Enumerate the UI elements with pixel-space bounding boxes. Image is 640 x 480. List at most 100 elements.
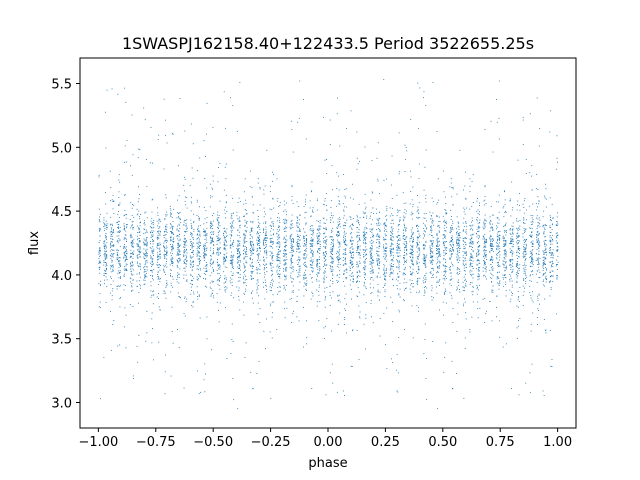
data-point	[166, 280, 168, 282]
data-point	[378, 245, 380, 247]
data-point	[131, 265, 132, 267]
data-point	[343, 235, 345, 237]
data-point	[390, 227, 392, 229]
data-point	[279, 229, 280, 231]
data-point	[125, 234, 127, 236]
data-point	[417, 224, 419, 226]
data-point	[296, 223, 298, 225]
data-point	[278, 273, 279, 275]
data-point	[249, 170, 251, 172]
data-point	[243, 246, 245, 247]
data-point	[356, 263, 358, 265]
data-point	[119, 231, 121, 233]
data-point	[337, 196, 339, 198]
data-point	[166, 252, 168, 254]
data-point	[458, 226, 460, 228]
data-point	[352, 183, 353, 185]
data-point	[233, 399, 235, 401]
data-point	[256, 269, 258, 271]
data-point	[170, 269, 172, 271]
data-point	[172, 226, 174, 228]
data-point	[418, 269, 420, 271]
data-point	[169, 231, 171, 232]
data-point	[117, 239, 119, 241]
data-point	[179, 228, 181, 229]
data-point	[410, 267, 411, 269]
data-point	[404, 209, 406, 211]
data-point	[184, 297, 185, 299]
data-point	[452, 322, 454, 323]
data-point	[385, 344, 386, 346]
data-point	[371, 277, 373, 278]
data-point	[383, 223, 385, 225]
data-point	[165, 274, 166, 275]
data-point	[405, 213, 407, 215]
data-point	[379, 262, 380, 264]
data-point	[399, 220, 400, 222]
data-point	[403, 239, 405, 240]
data-point	[339, 220, 340, 222]
data-point	[265, 348, 266, 350]
data-point	[232, 257, 234, 258]
data-point	[212, 292, 214, 294]
data-point	[265, 252, 267, 253]
data-point	[429, 247, 431, 249]
data-point	[265, 263, 267, 265]
data-point	[177, 235, 179, 236]
data-point	[332, 259, 334, 261]
data-point	[318, 320, 320, 322]
data-point	[253, 247, 255, 249]
data-point	[198, 294, 200, 296]
data-point	[118, 277, 120, 279]
data-point	[298, 243, 299, 244]
data-point	[323, 204, 325, 206]
data-point	[384, 289, 386, 291]
data-point	[364, 233, 366, 235]
data-point	[398, 264, 400, 266]
data-point	[403, 300, 405, 302]
data-point	[371, 265, 373, 267]
data-point	[319, 241, 321, 243]
data-point	[223, 228, 225, 229]
data-point	[185, 225, 187, 227]
data-point	[277, 293, 278, 295]
data-point	[209, 282, 211, 284]
data-point	[219, 288, 221, 290]
data-point	[111, 260, 113, 262]
data-point	[197, 230, 199, 232]
data-point	[386, 209, 388, 211]
data-point	[457, 243, 458, 245]
data-point	[265, 284, 266, 286]
data-point	[351, 366, 353, 367]
data-point	[136, 235, 138, 237]
data-point	[372, 272, 374, 274]
data-point	[337, 264, 339, 265]
data-point	[344, 285, 346, 287]
data-point	[231, 224, 233, 226]
data-point	[390, 232, 392, 233]
data-point	[177, 260, 178, 261]
data-point	[464, 247, 466, 249]
data-point	[130, 242, 132, 244]
data-point	[244, 282, 246, 283]
data-point	[377, 262, 379, 264]
data-point	[151, 227, 152, 229]
data-point	[312, 255, 314, 257]
data-point	[371, 316, 372, 318]
data-point	[289, 267, 291, 269]
data-point	[193, 253, 194, 255]
data-point	[463, 229, 464, 231]
data-point	[277, 231, 279, 232]
data-point	[131, 207, 133, 209]
data-point	[151, 256, 152, 258]
data-point	[206, 187, 208, 189]
data-point	[423, 255, 425, 257]
data-point	[296, 201, 298, 203]
data-point	[189, 255, 191, 257]
data-point	[298, 266, 300, 268]
data-point	[271, 275, 273, 277]
data-point	[365, 258, 366, 260]
data-point	[445, 213, 447, 215]
data-point	[437, 242, 438, 244]
data-point	[143, 284, 145, 285]
